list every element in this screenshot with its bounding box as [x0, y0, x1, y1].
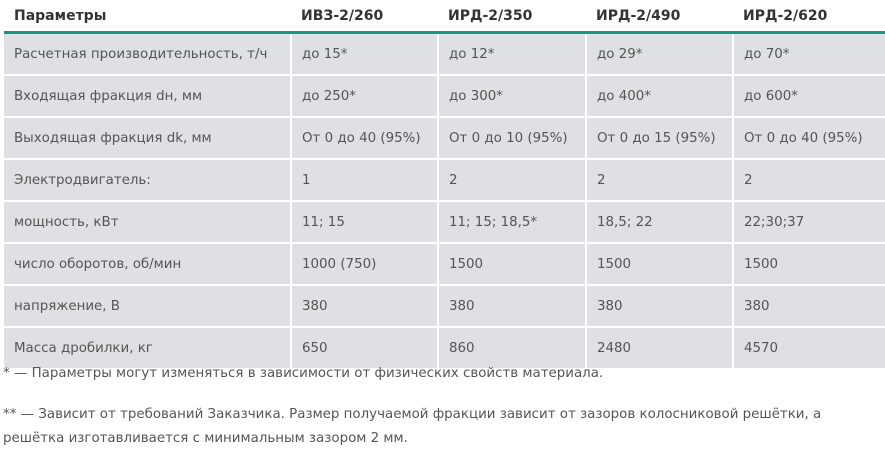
value-cell: 18,5; 22 — [585, 201, 734, 244]
value-cell: до 300* — [437, 75, 587, 118]
value-cell: до 12* — [437, 32, 587, 76]
value-cell: до 29* — [585, 32, 734, 76]
value-cell: до 70* — [732, 32, 885, 76]
table-row: Выходящая фракция dk, мм От 0 до 40 (95%)… — [4, 117, 885, 160]
value-cell: 1500 — [732, 243, 885, 286]
parameter-name-cell: Электродвигатель: — [4, 159, 292, 202]
parameter-name-cell: Входящая фракция dн, мм — [4, 75, 292, 118]
value-cell: 4570 — [732, 327, 885, 370]
parameter-name-cell: мощность, кВт — [4, 201, 292, 244]
value-cell: От 0 до 40 (95%) — [732, 117, 885, 160]
value-cell: 1000 (750) — [290, 243, 439, 286]
table-row: Масса дробилки, кг 650 860 2480 4570 — [4, 327, 885, 370]
value-cell: 11; 15; 18,5* — [437, 201, 587, 244]
table-row: Электродвигатель: 1 2 2 2 — [4, 159, 885, 202]
parameter-name-cell: число оборотов, об/мин — [4, 243, 292, 286]
value-cell: 2 — [732, 159, 885, 202]
footnote-2: ** — Зависит от требований Заказчика. Ра… — [3, 407, 822, 446]
value-cell: От 0 до 15 (95%) — [585, 117, 734, 160]
value-cell: 650 — [290, 327, 439, 370]
value-cell: 22;30;37 — [732, 201, 885, 244]
value-cell: От 0 до 10 (95%) — [437, 117, 587, 160]
value-cell: до 15* — [290, 32, 439, 76]
value-cell: 380 — [732, 285, 885, 328]
table-row: Расчетная производительность, т/ч до 15* д… — [4, 32, 885, 76]
parameter-name-cell: Расчетная производительность, т/ч — [4, 32, 292, 76]
table-row: число оборотов, об/мин 1000 (750) 1500 1500… — [4, 243, 885, 286]
value-cell: От 0 до 40 (95%) — [290, 117, 439, 160]
value-cell: до 400* — [585, 75, 734, 118]
parameter-name-cell: Масса дробилки, кг — [4, 327, 292, 370]
table-row: напряжение, В 380 380 380 380 — [4, 285, 885, 328]
footnotes: * — Параметры могут изменяться в зависим… — [3, 362, 883, 468]
column-header: ИРД-2/350 — [438, 0, 586, 34]
column-header: ИРД-2/620 — [733, 0, 885, 34]
value-cell: 2 — [585, 159, 734, 202]
specs-table: Параметры ИВЗ-2/260 ИРД-2/350 ИРД-2/490 ИРД-… — [4, 0, 885, 370]
value-cell: 2480 — [585, 327, 734, 370]
value-cell: до 600* — [732, 75, 885, 118]
table-row: мощность, кВт 11; 15 11; 15; 18,5* 18,5; 22… — [4, 201, 885, 244]
value-cell: 1500 — [437, 243, 587, 286]
value-cell: 1500 — [585, 243, 734, 286]
footnote-1: * — Параметры могут изменяться в зависим… — [3, 366, 604, 381]
value-cell: до 250* — [290, 75, 439, 118]
value-cell: 380 — [290, 285, 439, 328]
value-cell: 860 — [437, 327, 587, 370]
column-header: ИВЗ-2/260 — [291, 0, 438, 34]
table-row: Входящая фракция dн, мм до 250* до 300* до … — [4, 75, 885, 118]
parameter-name-cell: напряжение, В — [4, 285, 292, 328]
column-header: ИРД-2/490 — [586, 0, 733, 34]
value-cell: 1 — [290, 159, 439, 202]
value-cell: 380 — [437, 285, 587, 328]
column-header: Параметры — [4, 0, 291, 34]
value-cell: 11; 15 — [290, 201, 439, 244]
parameter-name-cell: Выходящая фракция dk, мм — [4, 117, 292, 160]
value-cell: 2 — [437, 159, 587, 202]
value-cell: 380 — [585, 285, 734, 328]
table-header-row: Параметры ИВЗ-2/260 ИРД-2/350 ИРД-2/490 ИРД-… — [4, 0, 885, 34]
